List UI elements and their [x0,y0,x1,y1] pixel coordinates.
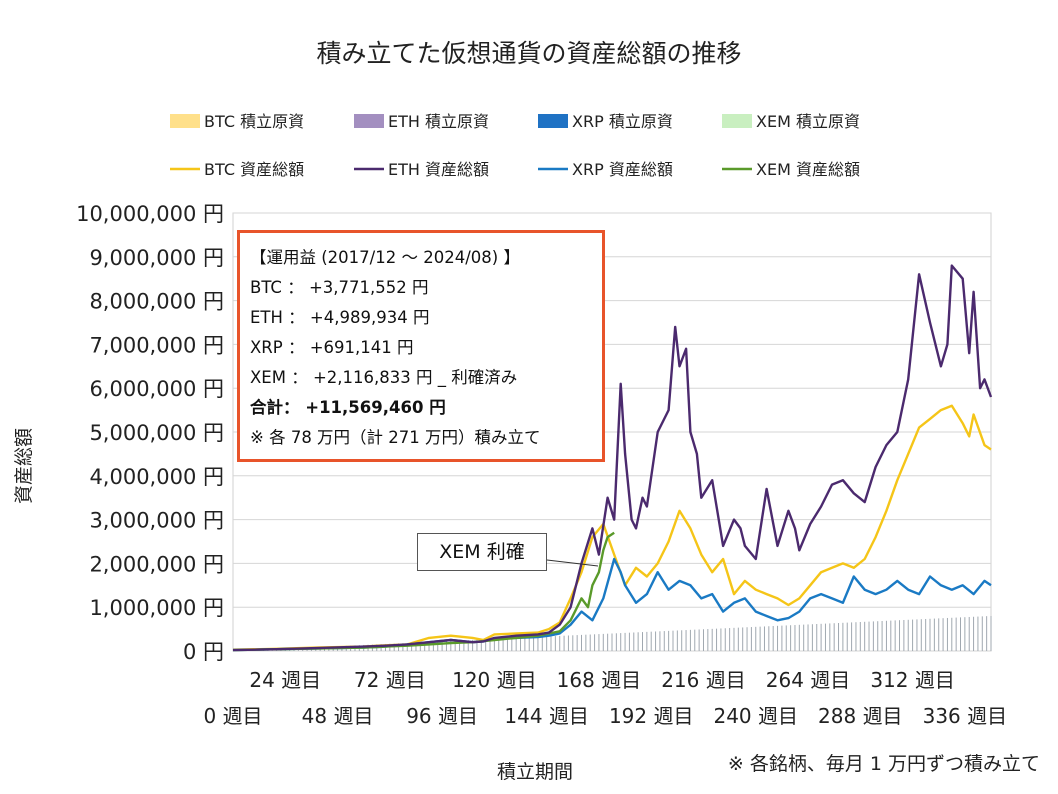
y-tick-label: 9,000,000 円 [89,246,224,270]
x-tick-label: 288 週目 [818,704,903,728]
summary-heading: 【運用益 (2017/12 ～ 2024/08) 】 [250,248,520,267]
series-line [232,404,992,651]
series-line [232,264,993,652]
y-tick-label: 4,000,000 円 [89,465,224,489]
summary-total: 合計： +11,569,460 円 [250,398,446,417]
legend-label: BTC 資産総額 [204,160,304,179]
xem-profit-callout: XEM 利確 [417,533,547,571]
x-tick-label: 216 週目 [661,668,746,692]
y-axis-label: 資産総額 [13,428,35,504]
callout-pointer [546,559,599,567]
footnote: ※ 各銘柄、毎月 1 万円ずつ積み立て [728,753,1040,775]
summary-btc: BTC ： +3,771,552 円 [250,278,429,297]
y-tick-label: 10,000,000 円 [76,202,224,226]
legend-swatch [170,114,200,128]
legend-label: ETH 資産総額 [388,160,489,179]
summary-xrp: XRP ： +691,141 円 [250,338,414,357]
summary-xem: XEM ： +2,116,833 円 _ 利確済み [250,368,518,387]
legend-label: ETH 積立原資 [388,112,489,131]
y-tick-label: 8,000,000 円 [89,290,224,314]
y-tick-label: 5,000,000 円 [89,421,224,445]
summary-note: ※ 各 78 万円（計 271 万円）積み立て [250,428,541,447]
y-tick-label: 3,000,000 円 [89,509,224,533]
x-tick-label: 24 週目 [249,668,321,692]
legend-label: BTC 積立原資 [204,112,304,131]
x-tick-label: 0 週目 [203,704,262,728]
y-tick-label: 0 円 [183,640,224,664]
x-tick-label: 48 週目 [302,704,374,728]
legend: BTC 積立原資 ETH 積立原資 XRP 積立原資 XEM 積立原資 BTC 資産総額… [170,112,860,179]
x-tick-label: 72 週目 [354,668,426,692]
x-tick-label: 336 週目 [923,704,1008,728]
legend-label: XRP 資産総額 [572,160,673,179]
y-tick-label: 6,000,000 円 [89,377,224,401]
x-tick-label: 312 週目 [870,668,955,692]
legend-label: XEM 積立原資 [756,112,860,131]
legend-label: XEM 資産総額 [756,160,860,179]
legend-swatch [538,114,568,128]
y-tick-label: 2,000,000 円 [89,552,224,576]
principal-bars [236,615,992,651]
summary-eth: ETH ： +4,989,934 円 [250,308,430,327]
x-tick-label: 96 週目 [406,704,478,728]
x-tick-label: 192 週目 [609,704,694,728]
x-tick-label: 120 週目 [452,668,537,692]
x-tick-label: 264 週目 [766,668,851,692]
x-tick-label: 168 週目 [557,668,642,692]
series-lines [232,264,993,652]
axis-ticks: 0 円 1,000,000 円 2,000,000 円 3,000,000 円 4,00… [76,202,1007,728]
profit-summary-box: 【運用益 (2017/12 ～ 2024/08) 】 BTC ： +3,771,… [237,230,605,462]
legend-swatch [354,114,384,128]
chart-title: 積み立てた仮想通貨の資産総額の推移 [316,39,741,68]
x-axis-label: 積立期間 [497,761,573,783]
x-tick-label: 240 週目 [713,704,798,728]
x-tick-label: 144 週目 [504,704,589,728]
y-tick-label: 1,000,000 円 [89,596,224,620]
y-tick-label: 7,000,000 円 [89,333,224,357]
legend-label: XRP 積立原資 [572,112,673,131]
legend-swatch [722,114,752,128]
